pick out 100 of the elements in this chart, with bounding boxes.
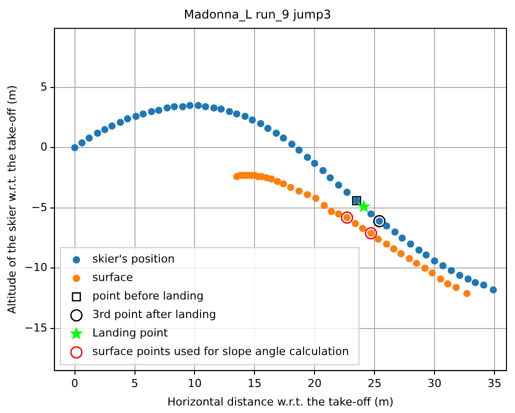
point: [186, 102, 194, 110]
point: [124, 115, 132, 122]
x-tick-label: 0: [71, 377, 78, 390]
point: [241, 112, 249, 120]
point: [257, 120, 264, 128]
point: [287, 184, 294, 192]
point: [132, 112, 140, 120]
point: [108, 122, 116, 130]
point: [320, 202, 328, 210]
point: [374, 236, 382, 243]
legend-label: skier's position: [92, 252, 175, 266]
legend-label: surface: [92, 271, 134, 284]
point: [448, 266, 455, 274]
point: [218, 106, 225, 113]
point: [436, 275, 444, 283]
point: [248, 116, 256, 124]
point: [406, 240, 414, 248]
point: [406, 254, 413, 262]
point: [268, 175, 276, 183]
point: [456, 272, 464, 280]
point: [140, 110, 147, 118]
point: [295, 146, 303, 154]
point: [352, 220, 360, 228]
point: [78, 139, 86, 146]
point: [391, 228, 399, 236]
point: [340, 211, 354, 224]
point: [164, 104, 171, 112]
x-tick-label: 35: [488, 377, 502, 390]
x-tick-label: 25: [368, 377, 382, 390]
point: [359, 224, 366, 232]
point: [472, 279, 479, 286]
point: [364, 227, 378, 240]
point: [326, 174, 334, 182]
point: [335, 210, 342, 218]
point: [295, 187, 303, 195]
point: [194, 102, 202, 110]
point: [490, 286, 497, 294]
point: [357, 200, 370, 212]
point: [274, 178, 282, 186]
x-tick-label: 5: [131, 377, 138, 390]
point: [319, 166, 327, 174]
x-axis-title: Horizontal distance w.r.t. the take-off (m): [167, 395, 394, 408]
y-tick-label: 0: [40, 140, 48, 154]
y-tick-label: −15: [24, 321, 48, 334]
x-tick-label: 20: [308, 377, 322, 390]
point: [202, 103, 210, 110]
point: [116, 118, 124, 126]
point: [280, 180, 288, 188]
point: [398, 234, 406, 242]
y-tick-label: −10: [24, 261, 48, 274]
x-tick-label: 15: [248, 377, 262, 390]
point: [412, 260, 420, 267]
point: [390, 245, 398, 252]
point: [464, 275, 472, 283]
point: [94, 130, 102, 137]
y-tick-label: −5: [31, 200, 48, 214]
point: [343, 188, 351, 196]
point: [430, 257, 438, 265]
x-tick-label: 10: [188, 377, 202, 390]
y-axis-title: Altitude of the skier w.r.t. the take-off (m): [5, 85, 18, 314]
point: [373, 215, 386, 228]
point: [272, 130, 280, 137]
point: [304, 191, 312, 198]
chart-title: Madonna_L run_9 jump3: [184, 7, 332, 22]
point: [71, 144, 78, 152]
point: [422, 251, 430, 259]
point: [335, 181, 342, 189]
legend-label: 3rd point after landing: [92, 308, 216, 322]
point: [86, 134, 93, 142]
point: [148, 108, 156, 116]
point: [101, 126, 108, 134]
x-tick-label: 30: [428, 377, 442, 390]
point: [288, 140, 296, 148]
point: [170, 103, 178, 110]
point: [382, 240, 390, 248]
point: [439, 262, 447, 270]
legend-label: surface points used for slope angle calculation: [92, 345, 349, 358]
point: [210, 104, 218, 112]
point: [452, 284, 460, 292]
point: [155, 106, 162, 114]
point: [421, 264, 429, 272]
point: [480, 281, 488, 289]
point: [415, 246, 423, 254]
point: [382, 222, 390, 230]
point: [304, 154, 312, 161]
point: [463, 290, 471, 298]
point: [179, 103, 186, 110]
point: [311, 160, 318, 167]
point: [312, 194, 320, 202]
point: [233, 110, 240, 118]
legend-label: point before landing: [92, 290, 204, 303]
y-tick-label: 5: [40, 80, 48, 94]
point: [428, 269, 436, 277]
point: [328, 208, 336, 216]
point: [444, 280, 452, 288]
point: [397, 250, 405, 258]
point: [367, 210, 375, 218]
point: [264, 124, 272, 132]
legend-label: Landing point: [92, 326, 168, 340]
point: [280, 134, 288, 142]
